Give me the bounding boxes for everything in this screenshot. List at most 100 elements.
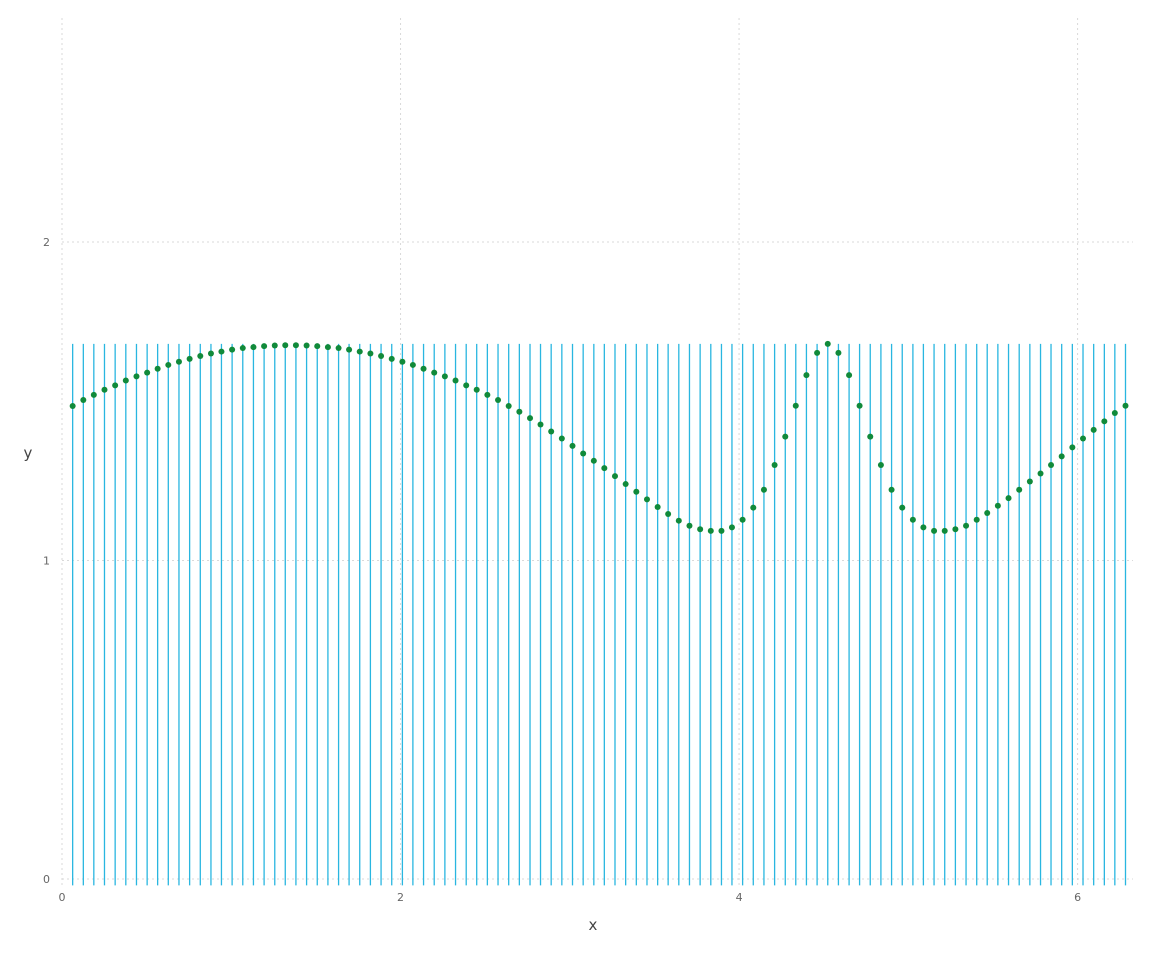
data-point-0-24 xyxy=(324,344,331,351)
data-point-0-32 xyxy=(409,361,416,368)
data-point-0-26 xyxy=(346,346,353,353)
data-point-0-34 xyxy=(431,369,438,376)
data-point-0-21 xyxy=(292,342,299,349)
data-point-0-43 xyxy=(527,415,534,422)
data-point-0-95 xyxy=(1080,435,1087,442)
vertical-lines xyxy=(72,343,1127,886)
data-point-0-74 xyxy=(856,402,863,409)
data-point-0-65 xyxy=(760,486,767,493)
data-point-0-50 xyxy=(601,465,608,472)
data-point-0-90 xyxy=(1026,478,1033,485)
data-point-0-99 xyxy=(1122,402,1129,409)
data-point-0-40 xyxy=(495,396,502,403)
data-point-0-44 xyxy=(537,421,544,428)
data-point-0-35 xyxy=(441,373,448,380)
data-point-0-86 xyxy=(984,510,991,517)
data-point-0-46 xyxy=(558,435,565,442)
data-point-0-36 xyxy=(452,377,459,384)
data-point-0-2 xyxy=(90,391,97,398)
data-point-0-96 xyxy=(1090,426,1097,433)
data-point-0-3 xyxy=(101,386,108,393)
data-point-0-52 xyxy=(622,481,629,488)
data-point-0-12 xyxy=(197,353,204,360)
x-tick-label-2: 4 xyxy=(736,891,743,904)
data-point-0-11 xyxy=(186,355,193,362)
x-tick-label-3: 6 xyxy=(1074,891,1081,904)
data-point-0-10 xyxy=(175,358,182,365)
data-point-0-13 xyxy=(207,350,214,357)
data-point-0-70 xyxy=(814,349,821,356)
data-point-0-68 xyxy=(792,402,799,409)
data-point-0-83 xyxy=(952,526,959,533)
data-point-0-18 xyxy=(261,343,268,350)
data-point-0-94 xyxy=(1069,444,1076,451)
data-point-0-66 xyxy=(771,461,778,468)
data-point-0-41 xyxy=(505,403,512,410)
data-point-0-63 xyxy=(739,516,746,523)
data-point-0-1 xyxy=(80,396,87,403)
data-point-0-82 xyxy=(941,527,948,534)
data-point-0-56 xyxy=(665,510,672,517)
y-tick-label-0: 0 xyxy=(43,873,50,886)
data-point-0-31 xyxy=(399,358,406,365)
data-point-0-27 xyxy=(356,348,363,355)
data-point-0-84 xyxy=(963,522,970,529)
data-point-0-87 xyxy=(994,502,1001,509)
data-point-0-64 xyxy=(750,504,757,511)
data-point-0-51 xyxy=(611,473,618,480)
data-point-0-85 xyxy=(973,516,980,523)
data-point-0-9 xyxy=(165,361,172,368)
data-point-0-55 xyxy=(654,503,661,510)
data-point-0-33 xyxy=(420,365,427,372)
data-point-0-59 xyxy=(697,526,704,533)
x-tick-label-0: 0 xyxy=(59,891,66,904)
data-point-0-8 xyxy=(154,365,161,372)
data-point-0-22 xyxy=(303,342,310,349)
data-point-0-20 xyxy=(282,342,289,349)
data-point-0-15 xyxy=(229,346,236,353)
x-axis-label: x xyxy=(589,916,598,934)
data-point-0-69 xyxy=(803,372,810,379)
data-point-0-53 xyxy=(633,488,640,495)
data-point-0-73 xyxy=(846,372,853,379)
data-point-0-89 xyxy=(1016,486,1023,493)
x-tick-label-1: 2 xyxy=(397,891,404,904)
data-point-0-80 xyxy=(920,524,927,531)
data-point-0-25 xyxy=(335,345,342,352)
data-point-0-42 xyxy=(516,408,523,415)
data-point-0-17 xyxy=(250,344,257,351)
data-point-0-78 xyxy=(899,504,906,511)
data-point-0-16 xyxy=(239,345,246,352)
y-tick-label-2: 2 xyxy=(43,236,50,249)
data-point-0-4 xyxy=(112,382,119,389)
data-point-0-7 xyxy=(144,369,151,376)
data-point-0-72 xyxy=(835,349,842,356)
data-point-0-76 xyxy=(877,461,884,468)
y-axis-label: y xyxy=(24,444,33,462)
data-point-0-0 xyxy=(69,403,76,410)
data-point-0-93 xyxy=(1058,453,1065,460)
data-point-0-23 xyxy=(314,343,321,350)
data-point-0-28 xyxy=(367,350,374,357)
data-point-0-29 xyxy=(378,353,385,360)
data-point-0-88 xyxy=(1005,495,1012,502)
data-point-0-6 xyxy=(133,373,140,380)
data-point-0-39 xyxy=(484,391,491,398)
data-point-0-71 xyxy=(824,340,831,347)
data-point-0-54 xyxy=(643,496,650,503)
data-point-0-79 xyxy=(909,516,916,523)
data-point-0-37 xyxy=(463,382,470,389)
data-point-0-62 xyxy=(728,524,735,531)
data-point-0-48 xyxy=(580,450,587,457)
data-point-0-47 xyxy=(569,442,576,449)
data-point-0-57 xyxy=(675,517,682,524)
data-point-0-60 xyxy=(707,527,714,534)
data-point-0-77 xyxy=(888,486,895,493)
data-point-0-97 xyxy=(1101,418,1108,425)
data-points xyxy=(69,340,1129,534)
data-point-0-98 xyxy=(1111,410,1118,417)
data-point-0-19 xyxy=(271,342,278,349)
data-point-0-45 xyxy=(548,428,555,435)
tick-labels: 0 2 4 6 0 1 2 xyxy=(43,236,1081,904)
